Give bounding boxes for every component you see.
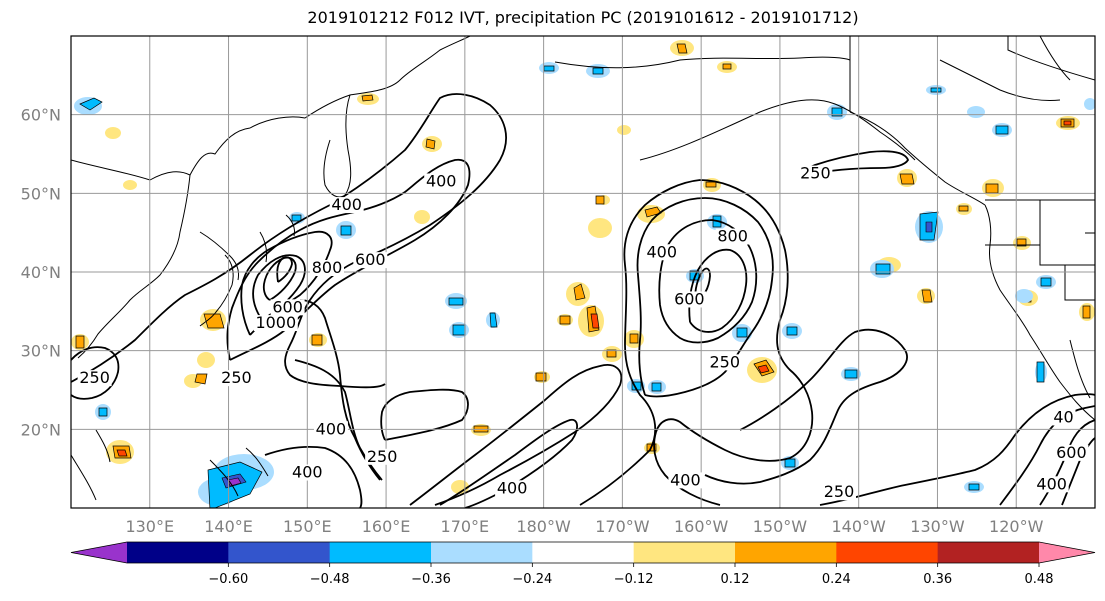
colorbar-segment [329, 542, 432, 563]
lat-tick-label: 50°N [21, 184, 61, 203]
lon-tick-label: 180°W [516, 517, 571, 536]
colorbar-segment [633, 542, 736, 563]
lon-tick-label: 160°W [674, 517, 729, 536]
contour-label: 250 [367, 447, 398, 466]
contour-label-bg [672, 291, 707, 308]
contour-label: 400 [497, 478, 528, 497]
lon-tick-label: 120°W [989, 517, 1044, 536]
lat-tick-label: 20°N [21, 420, 61, 439]
contour-label: 600 [674, 289, 705, 308]
map-frame [70, 35, 1096, 509]
graticule [71, 36, 1095, 508]
contour-label: 400 [316, 419, 347, 438]
contour-label-bg [495, 480, 530, 497]
colorbar-segment [937, 542, 1040, 563]
contour-label: 400 [292, 463, 323, 482]
colorbar-tick-label: −0.12 [614, 572, 654, 587]
contour-label-bg [253, 315, 298, 332]
contour-label-bg [219, 370, 254, 387]
contour-label: 600 [1056, 443, 1087, 462]
contour-label-bg [77, 370, 112, 387]
contour-label-bg [313, 421, 348, 438]
lon-tick-label: 170°W [595, 517, 650, 536]
colorbar-extend-low [71, 542, 127, 563]
contour-label-bg [822, 484, 856, 501]
contour-label: 400 [670, 470, 701, 489]
longitude-labels: 130°E 140°E 150°E 160°E 170°E 180°W 170°W 160°W… [125, 517, 1043, 536]
contour-label: 600 [355, 250, 386, 269]
contour-label: 250 [824, 482, 855, 501]
contour-label: 250 [221, 368, 252, 387]
contour-label: 400 [426, 171, 457, 190]
contour-label-bg [644, 244, 679, 261]
colorbar-segment [735, 542, 837, 563]
contour-label: 1000 [255, 313, 296, 332]
colorbar-tick-label: 0.24 [822, 572, 851, 587]
contour-label: 250 [800, 164, 831, 183]
colorbar: −0.60 −0.48 −0.36 −0.24 −0.12 0.12 0.24 0.36 0.4… [70, 541, 1096, 587]
contour-label-bg [1051, 409, 1076, 426]
contour-label: 800 [312, 258, 343, 277]
contour-label-bg [270, 299, 305, 316]
contour-label-bg [1034, 476, 1069, 493]
contour-label-bg [798, 165, 833, 182]
contour-label-bg [329, 197, 364, 214]
colorbar-segment [228, 542, 331, 563]
colorbar-tick-label: −0.36 [411, 572, 451, 587]
contour-label-bg [290, 464, 325, 481]
contour-label: 400 [331, 195, 362, 214]
lon-tick-label: 140°E [204, 517, 253, 536]
colorbar-tick-label: 0.48 [1025, 572, 1054, 587]
contour-label: 400 [646, 242, 677, 261]
contour-label-bg [365, 448, 400, 465]
lat-tick-label: 60°N [21, 106, 61, 125]
latitude-labels: 60°N 50°N 40°N 30°N 20°N [21, 106, 61, 440]
lat-tick-label: 30°N [21, 342, 61, 361]
lon-tick-label: 130°W [910, 517, 965, 536]
contour-label: 40 [1053, 407, 1073, 426]
colorbar-tick-label: 0.12 [721, 572, 750, 587]
contour-labels: 250 2504004002504004004006008006001000400… [77, 164, 1089, 501]
colorbar-tick-label: −0.24 [512, 572, 552, 587]
coastlines [71, 36, 1095, 501]
colorbar-segment [532, 542, 635, 563]
contour-label: 800 [717, 227, 748, 246]
lon-tick-label: 170°E [441, 517, 490, 536]
contour-label: 250 [710, 352, 741, 371]
lon-tick-label: 150°E [283, 517, 332, 536]
contour-label-bg [715, 228, 750, 245]
contour-label-bg [424, 173, 459, 190]
colorbar-segment [836, 542, 939, 563]
contour-label-bg [668, 472, 703, 489]
colorbar-extend-high [1039, 542, 1095, 563]
colorbar-tick-label: −0.48 [310, 572, 350, 587]
contour-label-bg [310, 260, 344, 276]
colorbar-segment [431, 542, 533, 563]
contour-label: 400 [1036, 474, 1067, 493]
lon-tick-label: 160°E [362, 517, 411, 536]
contour-label-bg [707, 354, 742, 371]
lon-tick-label: 130°E [125, 517, 174, 536]
contour-label: 600 [272, 297, 303, 316]
lon-tick-label: 140°W [832, 517, 887, 536]
contour-label: 250 [79, 368, 110, 387]
map-title: 2019101212 F012 IVT, precipitation PC (2… [307, 8, 859, 27]
colorbar-tick-label: −0.60 [208, 572, 248, 587]
colorbar-outline [70, 541, 1096, 564]
colorbar-tick-label: 0.36 [923, 572, 952, 587]
lon-tick-label: 150°W [753, 517, 808, 536]
colorbar-segment [127, 542, 229, 563]
contour-label-bg [353, 252, 388, 269]
contour-label-bg [1054, 444, 1089, 461]
lat-tick-label: 40°N [21, 263, 61, 282]
